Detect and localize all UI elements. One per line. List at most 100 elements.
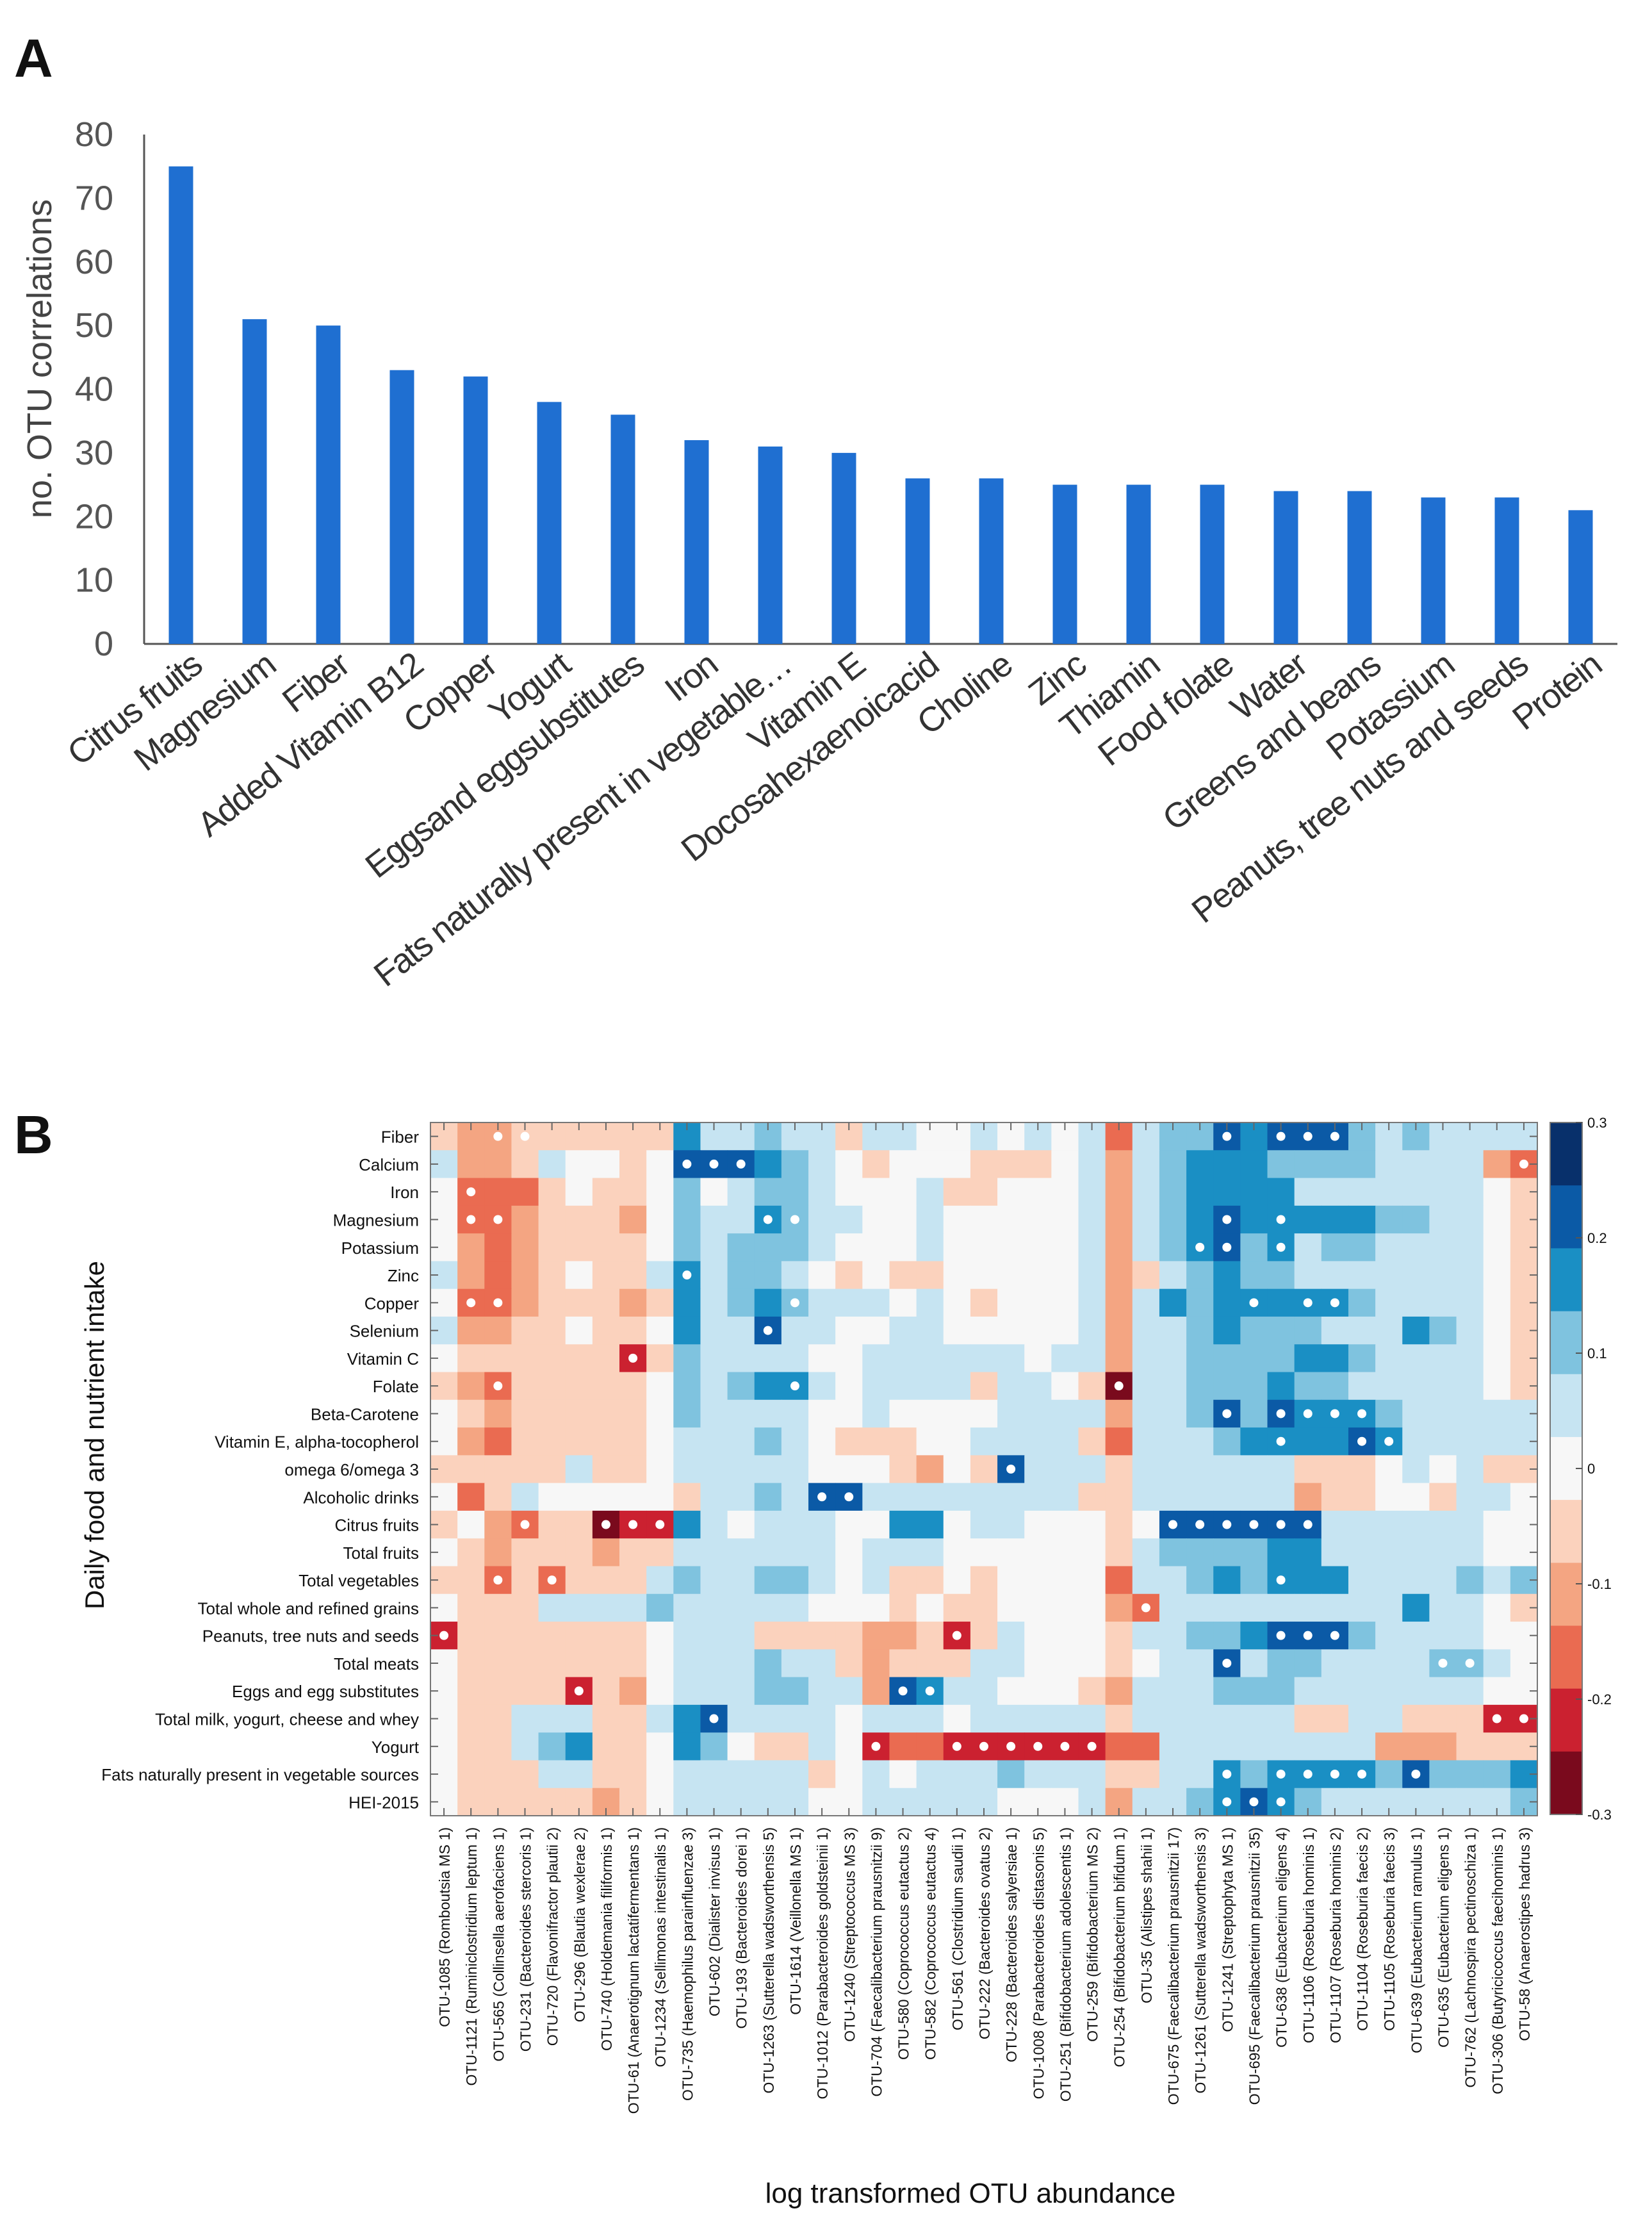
heatmap-cell bbox=[1321, 1178, 1349, 1206]
bar bbox=[1421, 497, 1446, 644]
heatmap-cell bbox=[1294, 1150, 1322, 1179]
heatmap-cell bbox=[997, 1344, 1025, 1373]
heatmap-cell bbox=[673, 1316, 701, 1345]
heatmap-cell bbox=[1159, 1399, 1187, 1428]
heatmap-cell bbox=[1456, 1344, 1484, 1373]
heatmap-cell bbox=[1132, 1760, 1160, 1789]
heatmap-cell bbox=[565, 1427, 593, 1456]
heatmap-cell bbox=[835, 1538, 863, 1567]
row-label: Iron bbox=[390, 1183, 419, 1202]
heatmap-cell bbox=[511, 1593, 539, 1622]
heatmap-cell bbox=[1024, 1566, 1052, 1595]
row-label: Alcoholic drinks bbox=[303, 1488, 419, 1507]
column-label: OTU-1012 (Parabacteroides goldsteinii 1) bbox=[814, 1827, 831, 2099]
heatmap-cell bbox=[1375, 1261, 1403, 1290]
significance-dot bbox=[601, 1520, 610, 1529]
heatmap-cell bbox=[889, 1344, 917, 1373]
heatmap-cell bbox=[1294, 1205, 1322, 1234]
heatmap-cell bbox=[1132, 1649, 1160, 1678]
heatmap-cell bbox=[889, 1649, 917, 1678]
heatmap-cell bbox=[1078, 1510, 1106, 1539]
heatmap-y-axis-label: Daily food and nutrient intake bbox=[79, 1261, 110, 1609]
heatmap-cell bbox=[1483, 1649, 1511, 1678]
significance-dot bbox=[1465, 1658, 1475, 1668]
row-label: Total milk, yogurt, cheese and whey bbox=[155, 1710, 419, 1729]
heatmap-cell bbox=[1483, 1732, 1511, 1761]
heatmap-cell bbox=[727, 1704, 755, 1733]
heatmap-cell bbox=[889, 1372, 917, 1401]
heatmap-cell bbox=[889, 1593, 917, 1622]
significance-dot bbox=[1195, 1242, 1205, 1252]
heatmap-cell bbox=[484, 1510, 512, 1539]
heatmap-cell bbox=[1240, 1261, 1268, 1290]
heatmap-cell bbox=[511, 1288, 539, 1317]
heatmap-cell bbox=[943, 1704, 971, 1733]
column-label: OTU-1105 (Roseburia faecis 3) bbox=[1381, 1827, 1398, 2031]
colorbar-swatch bbox=[1550, 1500, 1582, 1563]
heatmap-cell bbox=[1105, 1399, 1133, 1428]
heatmap-cell bbox=[1024, 1593, 1052, 1622]
heatmap-cell bbox=[484, 1150, 512, 1179]
heatmap-cell bbox=[943, 1344, 971, 1373]
heatmap-cell bbox=[970, 1538, 998, 1567]
heatmap-cell bbox=[565, 1399, 593, 1428]
heatmap-cell bbox=[970, 1372, 998, 1401]
y-tick-label: 40 bbox=[75, 370, 113, 409]
heatmap-cell bbox=[484, 1399, 512, 1428]
heatmap-cell bbox=[592, 1622, 620, 1650]
heatmap-cell bbox=[754, 1399, 782, 1428]
heatmap-cell bbox=[1078, 1399, 1106, 1428]
heatmap-cell bbox=[700, 1455, 728, 1484]
colorbar-swatch bbox=[1550, 1122, 1582, 1186]
heatmap-cell bbox=[619, 1399, 647, 1428]
y-tick-label: 20 bbox=[75, 497, 113, 536]
heatmap-cell bbox=[565, 1538, 593, 1567]
heatmap-cell bbox=[727, 1372, 755, 1401]
significance-dot bbox=[763, 1215, 773, 1224]
column-label: OTU-1241 (Streptophyta MS 1) bbox=[1219, 1827, 1236, 2032]
heatmap-cell bbox=[997, 1427, 1025, 1456]
column-label: OTU-762 (Lachnospira pectinoschiza 1) bbox=[1462, 1827, 1479, 2088]
heatmap-cell bbox=[1375, 1233, 1403, 1262]
heatmap-cell bbox=[1240, 1566, 1268, 1595]
heatmap-cell bbox=[889, 1760, 917, 1789]
heatmap-cell bbox=[970, 1622, 998, 1650]
panel-b-label: B bbox=[14, 1105, 53, 1165]
significance-dot bbox=[1330, 1409, 1339, 1418]
heatmap-cell bbox=[1429, 1178, 1457, 1206]
heatmap-cell bbox=[1429, 1704, 1457, 1733]
heatmap-cell bbox=[997, 1677, 1025, 1706]
heatmap-cell bbox=[646, 1150, 674, 1179]
heatmap-cell bbox=[1213, 1566, 1241, 1595]
significance-dot bbox=[493, 1298, 503, 1308]
heatmap-cell bbox=[1213, 1483, 1241, 1511]
heatmap-cell bbox=[754, 1427, 782, 1456]
significance-dot bbox=[1222, 1215, 1232, 1224]
heatmap-cell bbox=[1105, 1704, 1133, 1733]
heatmap-cell bbox=[457, 1704, 485, 1733]
heatmap-cell bbox=[457, 1261, 485, 1290]
heatmap-cell bbox=[916, 1372, 944, 1401]
heatmap-cell bbox=[1078, 1622, 1106, 1650]
y-tick-label: 10 bbox=[75, 561, 113, 600]
heatmap-cell bbox=[754, 1261, 782, 1290]
heatmap-cell bbox=[484, 1261, 512, 1290]
heatmap-cell bbox=[1348, 1288, 1376, 1317]
significance-dot bbox=[1519, 1159, 1528, 1169]
heatmap-cell bbox=[1024, 1510, 1052, 1539]
heatmap-cell bbox=[484, 1760, 512, 1789]
heatmap-cell bbox=[673, 1677, 701, 1706]
heatmap-cell bbox=[862, 1704, 890, 1733]
heatmap-cell bbox=[808, 1427, 836, 1456]
heatmap-cell bbox=[970, 1150, 998, 1179]
heatmap-cell bbox=[700, 1205, 728, 1234]
heatmap-cell bbox=[1186, 1399, 1214, 1428]
heatmap-cell bbox=[565, 1372, 593, 1401]
heatmap-cell bbox=[970, 1483, 998, 1511]
heatmap-cell bbox=[781, 1732, 809, 1761]
heatmap-cell bbox=[862, 1622, 890, 1650]
heatmap-cell bbox=[997, 1233, 1025, 1262]
heatmap-cell bbox=[808, 1178, 836, 1206]
heatmap-cell bbox=[727, 1732, 755, 1761]
